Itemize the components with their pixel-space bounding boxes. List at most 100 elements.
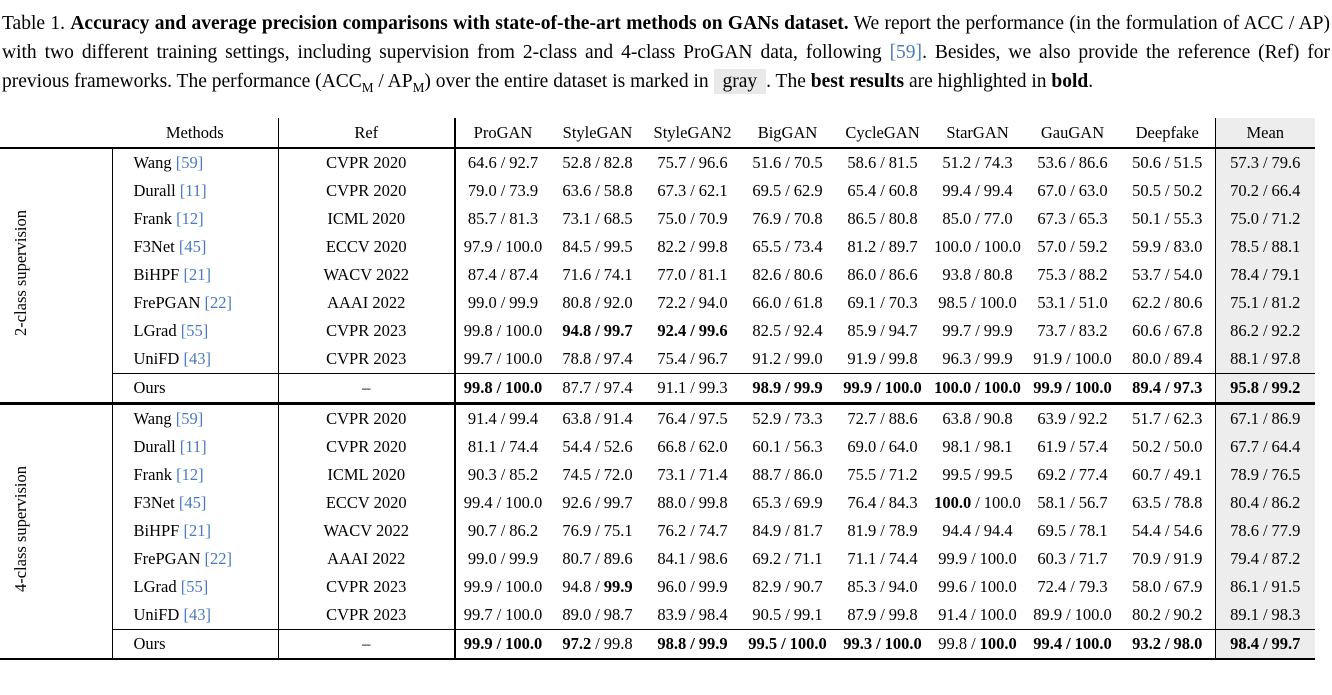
cell-biggan: 82.9/90.7 [752,577,823,596]
cell-stargan: 98.1/98.1 [942,437,1013,456]
citation-link[interactable]: [12] [172,209,204,228]
citation-link[interactable]: [43] [179,349,211,368]
cell-stylegan2: 84.1/98.6 [657,549,728,568]
cell-cyclegan: 69.1/70.3 [847,293,918,312]
ours-row: Ours –99.9/100.0 97.2/99.8 98.8/99.9 99.5/10… [0,629,1315,660]
method-name: Frank [133,465,173,484]
ours-row: Ours –99.8/100.0 87.7/97.4 91.1/99.3 98.9/99… [0,373,1315,405]
citation-link[interactable]: [22] [200,293,233,312]
cell-stylegan: 87.7/97.4 [550,373,645,405]
cell-progan: 90.3/85.2 [454,461,550,489]
citation-link-59[interactable]: [59] [889,42,923,63]
cell-deepfake: 80.0/89.4 [1132,349,1203,368]
cell-stargan: 93.8/80.8 [942,265,1013,284]
header-methods: Methods [112,118,278,149]
cell-deepfake: 80.2/90.2 [1132,605,1203,624]
cell-progan: 91.4/99.4 [454,403,550,433]
cell-stargan: 100.0/100.0 [934,493,1021,512]
cell-deepfake: 54.4/54.6 [1132,521,1203,540]
cell-progan: 99.0/99.9 [454,545,550,573]
table-row: Durall [11] CVPR 2020 81.1/74.4 54.4/52.6 66… [0,433,1315,461]
caption-body-1: We report the performance (in the formul… [2,13,1331,63]
cell-mean: 89.1/98.3 [1214,601,1315,630]
cell-stargan: 98.5/100.0 [938,293,1017,312]
cell-cyclegan: 86.5/80.8 [847,209,918,228]
cell-mean: 67.1/86.9 [1214,403,1315,433]
citation-link[interactable]: [21] [179,265,211,284]
cell-mean: 80.4/86.2 [1214,489,1315,517]
ref-cell: – [277,373,455,405]
cell-gaugan: 99.4/100.0 [1025,629,1120,660]
cell-mean: 78.4/79.1 [1214,261,1315,289]
cell-stylegan2: 82.2/99.8 [657,237,728,256]
results-table: Methods Ref ProGAN StyleGAN StyleGAN2 BigGAN C… [0,118,1315,660]
cell-deepfake: 59.9/83.0 [1132,237,1203,256]
method-name: Wang [133,153,172,172]
cell-deepfake: 62.2/80.6 [1132,293,1203,312]
table-row: 2-class supervision Wang [59] CVPR 2020 64.… [0,148,1315,405]
cell-stylegan: 63.6/58.8 [562,181,633,200]
method-cell: Wang [59] [111,403,278,433]
cell-stargan: 100.0/100.0 [934,237,1021,256]
cell-cyclegan: 81.9/78.9 [847,521,918,540]
method-name: Wang [133,409,172,428]
citation-link[interactable]: [55] [176,577,209,596]
ref-cell: CVPR 2023 [277,573,455,601]
cell-stylegan: 80.8/92.0 [562,293,633,312]
citation-link[interactable]: [12] [172,465,204,484]
cell-cyclegan: 76.4/84.3 [847,493,918,512]
cell-cyclegan: 71.1/74.4 [847,549,918,568]
table-row: LGrad [55] CVPR 2023 99.8/100.0 94.8/99.7 92… [0,317,1315,345]
citation-link[interactable]: [11] [175,437,207,456]
cell-deepfake: 51.7/62.3 [1132,409,1203,428]
caption-body-6: are highlighted in [904,71,1052,92]
cell-deepfake: 50.2/50.0 [1132,437,1203,456]
citation-link[interactable]: [55] [176,321,209,340]
method-name: UniFD [133,605,180,624]
cell-deepfake: 50.5/50.2 [1132,181,1203,200]
cell-gaugan: 91.9/100.0 [1033,349,1112,368]
table-row: BiHPF [21] WACV 2022 87.4/87.4 71.6/74.1 77.… [0,261,1315,289]
method-name: LGrad [133,577,177,596]
cell-deepfake: 89.4/97.3 [1120,373,1215,405]
citation-link[interactable]: [45] [174,237,207,256]
citation-link[interactable]: [22] [200,549,233,568]
ref-cell: CVPR 2023 [277,317,455,345]
header-biggan: BigGAN [740,118,835,149]
method-name: F3Net [133,237,175,256]
cell-progan: 90.7/86.2 [454,517,550,545]
cell-cyclegan: 81.2/89.7 [847,237,918,256]
ref-cell: ICML 2020 [277,461,455,489]
citation-link[interactable]: [45] [174,493,207,512]
citation-link[interactable]: [43] [179,605,211,624]
method-name: Durall [133,437,176,456]
method-cell: Durall [11] [111,433,278,461]
cell-biggan: 65.3/69.9 [752,493,823,512]
citation-link[interactable]: [59] [171,409,204,428]
section-label-2-class: 2-class supervision [0,148,112,405]
cell-stylegan: 89.0/98.7 [562,605,633,624]
caption-body-7: . [1088,71,1094,92]
method-cell: LGrad [55] [111,573,278,601]
cell-mean: 86.2/92.2 [1214,317,1315,345]
cell-stylegan2: 88.0/99.8 [657,493,728,512]
rotated-section-label: 2-class supervision [11,209,30,337]
caption-body-3: / AP [373,71,413,92]
citation-link[interactable]: [11] [175,181,207,200]
cell-stargan: 99.8/100.0 [930,629,1025,660]
cell-progan: 85.7/81.3 [454,205,550,233]
cell-stargan: 100.0/100.0 [930,373,1025,405]
cell-stylegan: 73.1/68.5 [562,209,633,228]
cell-stylegan2: 75.0/70.9 [657,209,728,228]
caption-bold-best-results: best results [810,71,905,92]
cell-gaugan: 72.4/79.3 [1037,577,1108,596]
citation-link[interactable]: [59] [171,153,204,172]
citation-link[interactable]: [21] [179,521,211,540]
ref-cell: – [277,629,455,660]
cell-progan: 79.0/73.9 [454,177,550,205]
cell-mean: 57.3/79.6 [1214,148,1315,177]
cell-biggan: 82.6/80.6 [752,265,823,284]
header-stylegan: StyleGAN [550,118,645,149]
cell-biggan: 99.5/100.0 [740,629,835,660]
cell-progan: 99.7/100.0 [454,601,550,630]
